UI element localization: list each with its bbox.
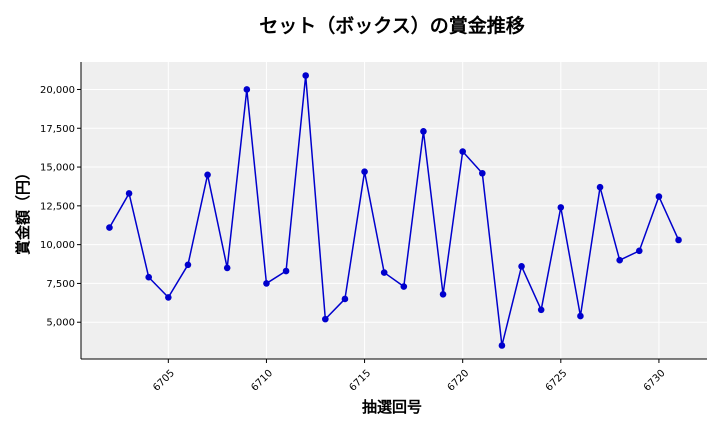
data-point (498, 342, 506, 349)
data-point (282, 267, 290, 275)
data-point (322, 315, 329, 323)
grid-lines (81, 62, 707, 359)
y-axis-ticks: 5,000 7,500 10,000 12,500 15,000 17,500 20,000 (40, 85, 81, 329)
series-line (108, 74, 680, 347)
data-point (596, 183, 604, 191)
chart-title: セット（ボックス）の賞金推移 (259, 14, 524, 37)
data-point (184, 261, 192, 269)
data-point (361, 168, 368, 176)
y-tick-label: 20,000 (40, 85, 75, 96)
data-point (302, 72, 309, 79)
x-axis-label: 抽選回号 (362, 398, 422, 416)
x-tick-label: 6710 (249, 368, 275, 394)
data-point (145, 273, 153, 281)
x-tick-label: 6720 (446, 368, 472, 394)
x-tick-label: 6730 (642, 368, 668, 394)
data-point (263, 280, 270, 287)
data-point (479, 169, 486, 177)
data-point (223, 264, 231, 272)
series-layer (106, 72, 682, 349)
y-tick-label: 17,500 (40, 124, 75, 135)
data-point (420, 128, 427, 135)
data-point (439, 290, 447, 298)
y-tick-label: 5,000 (46, 318, 75, 329)
y-tick-label: 7,500 (46, 279, 75, 290)
data-point (106, 224, 113, 231)
x-tick-label: 6705 (151, 368, 177, 394)
y-axis-label: 賞金額（円） (14, 165, 32, 255)
data-point (675, 236, 682, 244)
x-tick-label: 6725 (544, 368, 570, 394)
x-tick-label: 6715 (347, 368, 373, 394)
data-point (459, 148, 466, 155)
data-point (204, 171, 211, 179)
y-tick-label: 10,000 (40, 240, 75, 251)
plot-area (81, 62, 707, 359)
y-tick-label: 15,000 (40, 163, 75, 174)
axes (80, 62, 707, 360)
data-point (165, 294, 172, 301)
x-axis-ticks: 6705 6710 6715 6720 6725 6730 (151, 359, 668, 394)
data-point (243, 86, 251, 93)
data-point (518, 263, 525, 270)
data-point (655, 193, 663, 200)
data-point (537, 306, 545, 314)
data-point (125, 190, 133, 197)
y-tick-label: 12,500 (40, 201, 75, 212)
data-point (635, 247, 643, 255)
data-point (616, 256, 623, 264)
data-point (380, 269, 388, 276)
data-point (400, 283, 408, 290)
data-point (577, 312, 584, 320)
data-point (557, 204, 565, 211)
data-point (341, 295, 349, 303)
